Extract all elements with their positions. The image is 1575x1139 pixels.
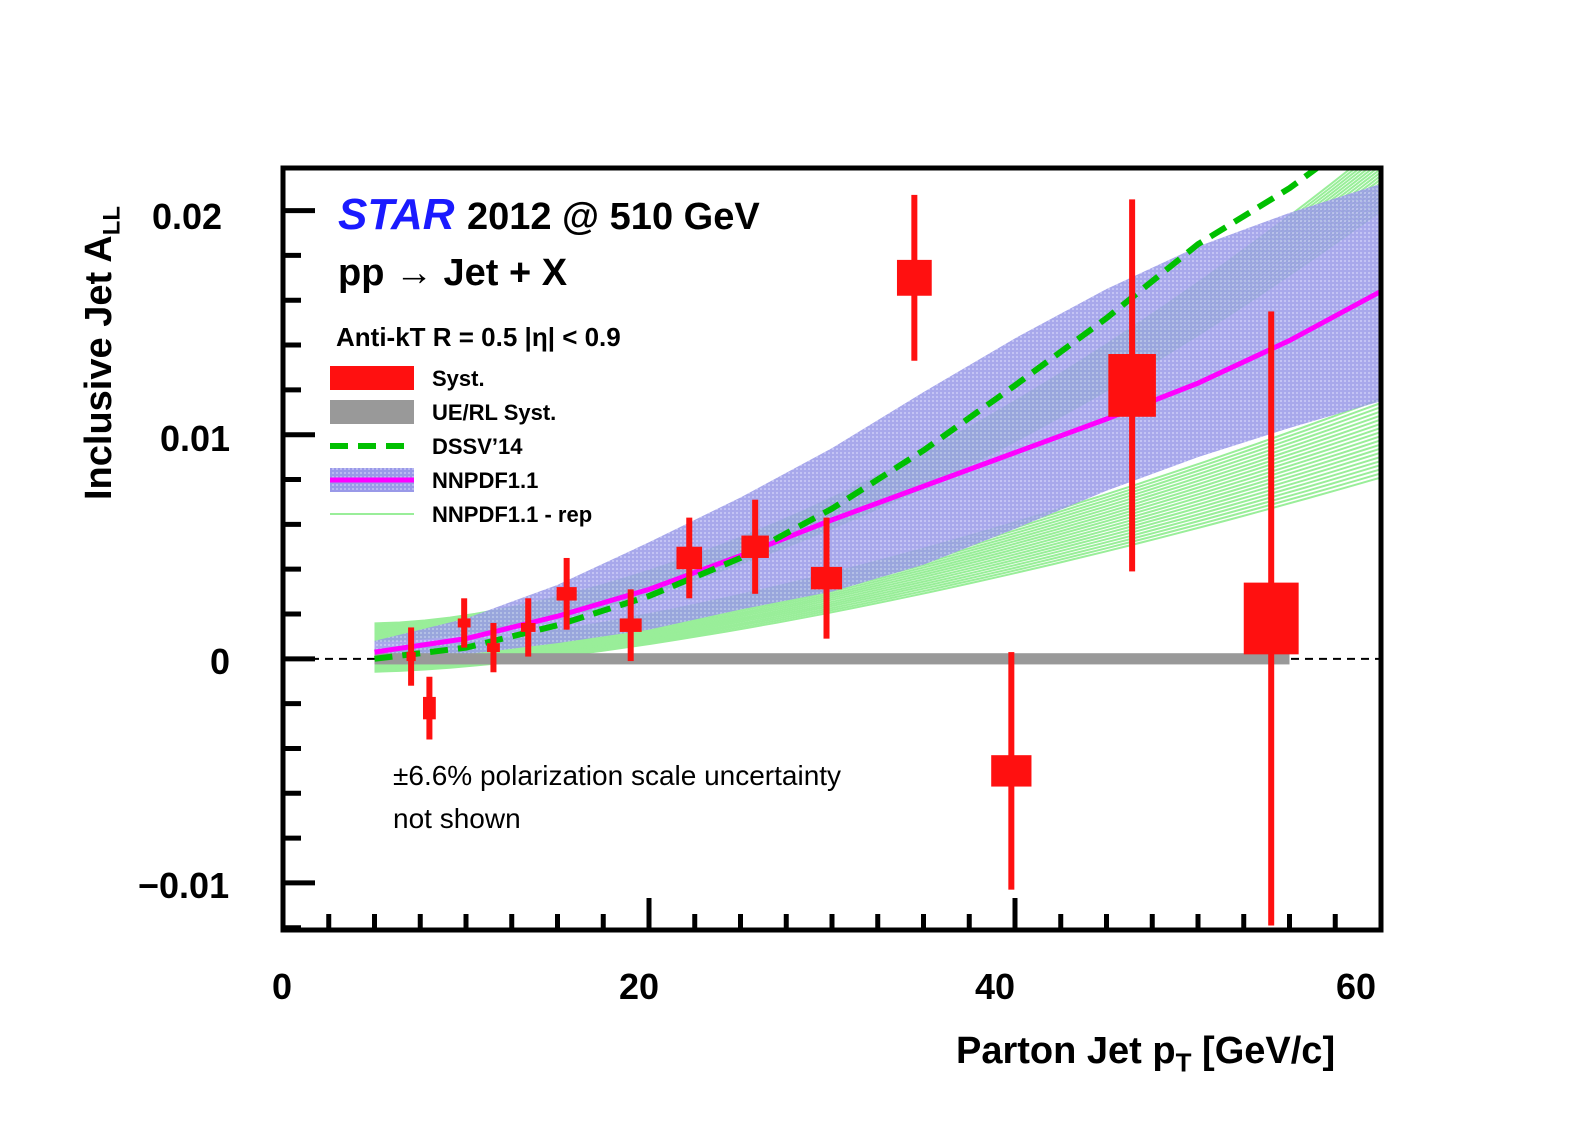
legend-label-dssv: DSSV’14: [432, 434, 523, 459]
run-label: 2012 @ 510 GeV: [466, 196, 760, 238]
ue-rl-band: [374, 653, 1290, 665]
data-point: [487, 622, 500, 673]
experiment-name: STAR: [338, 190, 455, 239]
nnpdf-rep-curve: [374, 447, 1381, 665]
data-point: [619, 589, 642, 662]
data-point: [1108, 199, 1156, 572]
y-tick-label: 0.02: [152, 196, 223, 237]
x-axis-label: Parton Jet pT [GeV/c]: [956, 1030, 1336, 1078]
x-tick-label: 60: [1336, 966, 1377, 1007]
data-point: [406, 627, 416, 686]
legend-swatch-ue: [330, 400, 414, 424]
syst-box: [422, 696, 436, 720]
syst-box: [896, 259, 932, 296]
y-tick-label: 0: [210, 641, 231, 682]
x-tick-label: 0: [272, 966, 293, 1007]
data-point: [896, 194, 932, 361]
syst-box: [741, 535, 769, 558]
syst-box: [406, 652, 416, 662]
data-point: [422, 676, 436, 740]
data-point: [556, 557, 577, 630]
plot-area: [283, 168, 1381, 926]
process-label: pp → Jet + X: [338, 252, 568, 294]
syst-box: [556, 587, 577, 601]
legend-label-nnpdf: NNPDF1.1: [432, 468, 539, 493]
syst-box: [676, 546, 703, 570]
nnpdf-rep-curve: [374, 439, 1381, 663]
nnpdf-rep-curve: [374, 455, 1381, 667]
syst-box: [457, 618, 471, 628]
y-axis-label: Inclusive Jet ALL: [78, 205, 126, 500]
data-point: [810, 517, 843, 639]
x-tick-label: 20: [619, 966, 660, 1007]
cuts-label: Anti-kT R = 0.5 |η| < 0.9: [336, 322, 621, 352]
syst-box: [487, 643, 500, 653]
annotation-line-1: ±6.6% polarization scale uncertainty: [393, 760, 842, 791]
data-point: [1243, 311, 1299, 926]
nnpdf-rep-curve: [374, 459, 1381, 669]
nnpdf-rep-curve: [374, 443, 1381, 664]
nnpdf-rep-curve: [374, 451, 1381, 666]
y-tick-label: −0.01: [138, 865, 230, 906]
syst-box: [810, 566, 843, 590]
x-tick-label: 40: [975, 966, 1016, 1007]
syst-box: [1108, 354, 1156, 417]
legend-label-ue: UE/RL Syst.: [432, 400, 557, 425]
axes: [280, 165, 1384, 933]
data-point: [741, 499, 769, 594]
legend: [330, 366, 414, 515]
dssv14-curve: [374, 168, 1323, 662]
syst-box: [991, 755, 1032, 787]
syst-box: [520, 622, 536, 632]
annotation-line-2: not shown: [393, 803, 521, 834]
nnpdf-curve: [374, 289, 1381, 655]
legend-label-syst: Syst.: [432, 366, 485, 391]
data-point: [676, 517, 703, 599]
data-point: [457, 598, 471, 648]
legend-label-rep: NNPDF1.1 - rep: [432, 502, 593, 527]
data-point: [520, 598, 536, 657]
chart-title: STAR 2012 @ 510 GeV: [338, 190, 760, 240]
syst-box: [1243, 582, 1299, 655]
legend-swatch-syst: [330, 366, 414, 390]
y-tick-label: 0.01: [160, 418, 231, 459]
syst-box: [619, 618, 642, 632]
data-point: [991, 652, 1032, 890]
